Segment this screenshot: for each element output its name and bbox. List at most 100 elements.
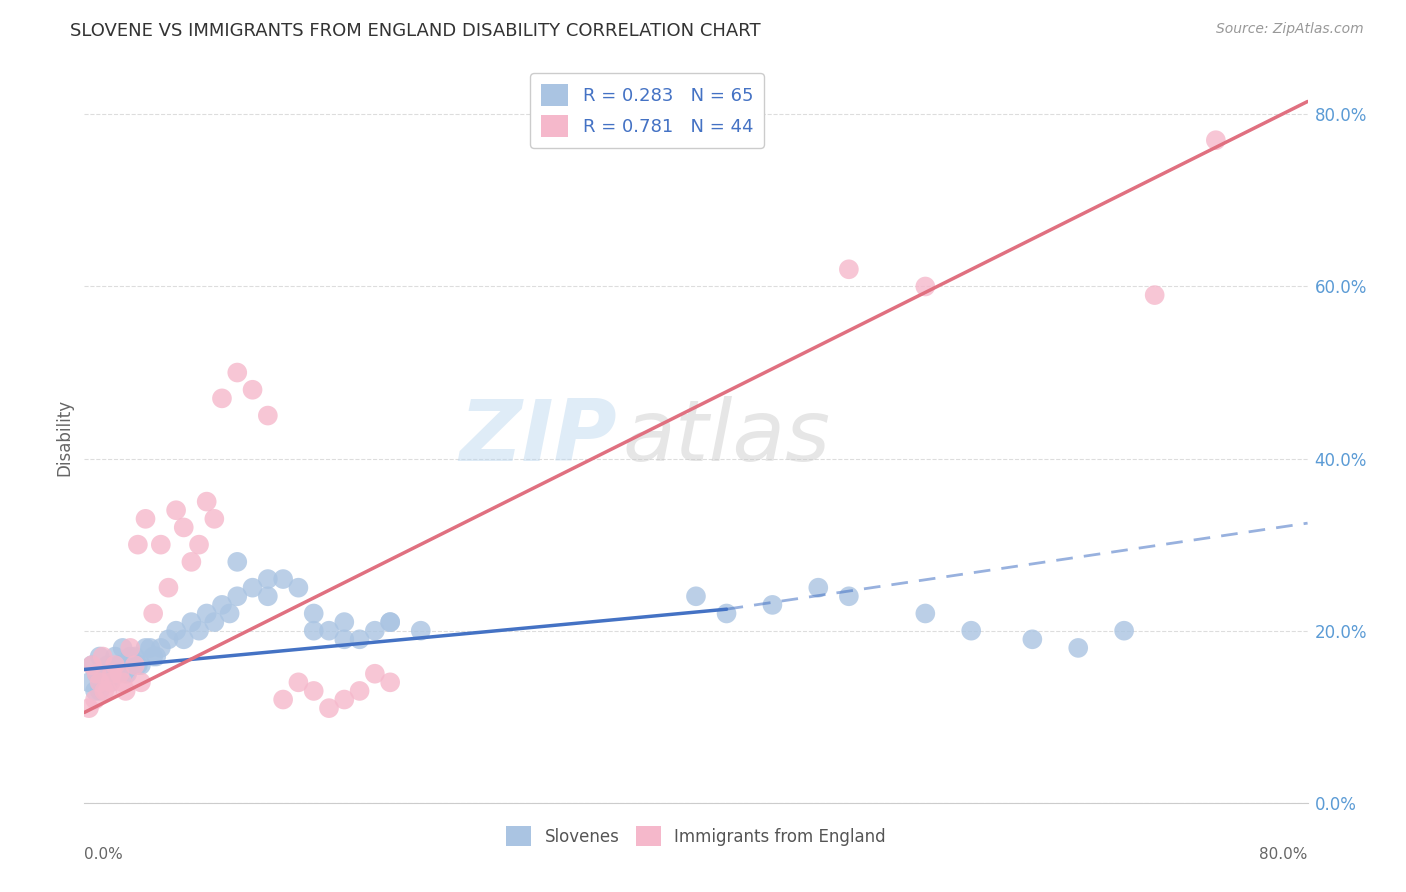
Point	[91, 649, 114, 664]
Point	[98, 675, 121, 690]
Point	[96, 658, 118, 673]
Point	[173, 520, 195, 534]
Point	[242, 581, 264, 595]
Point	[195, 494, 218, 508]
Point	[188, 538, 211, 552]
Point	[135, 640, 157, 655]
Point	[149, 640, 172, 655]
Point	[80, 658, 103, 673]
Point	[93, 666, 115, 681]
Point	[333, 692, 356, 706]
Point	[226, 589, 249, 603]
Point	[271, 572, 294, 586]
Point	[114, 666, 136, 681]
Point	[104, 649, 127, 664]
Point	[349, 684, 371, 698]
Point	[108, 658, 131, 673]
Point	[145, 649, 167, 664]
Point	[333, 615, 356, 629]
Text: 0.0%: 0.0%	[84, 847, 124, 862]
Point	[257, 409, 280, 423]
Point	[115, 666, 138, 681]
Point	[960, 624, 983, 638]
Legend: Slovenes, Immigrants from England: Slovenes, Immigrants from England	[499, 820, 893, 853]
Point	[287, 581, 309, 595]
Point	[1067, 640, 1090, 655]
Point	[129, 658, 152, 673]
Point	[101, 666, 124, 681]
Point	[1205, 133, 1227, 147]
Point	[218, 607, 240, 621]
Point	[195, 607, 218, 621]
Point	[257, 572, 280, 586]
Point	[838, 262, 860, 277]
Point	[93, 684, 115, 698]
Point	[333, 632, 356, 647]
Point	[120, 649, 142, 664]
Point	[165, 503, 187, 517]
Text: atlas: atlas	[623, 395, 831, 479]
Y-axis label: Disability: Disability	[55, 399, 73, 475]
Point	[1143, 288, 1166, 302]
Point	[124, 649, 146, 664]
Point	[89, 684, 111, 698]
Point	[1114, 624, 1136, 638]
Point	[89, 649, 111, 664]
Point	[86, 666, 108, 681]
Point	[211, 392, 233, 406]
Point	[77, 701, 100, 715]
Point	[188, 624, 211, 638]
Point	[139, 640, 162, 655]
Point	[84, 692, 107, 706]
Point	[180, 615, 202, 629]
Point	[165, 624, 187, 638]
Point	[86, 666, 108, 681]
Point	[226, 366, 249, 380]
Point	[380, 615, 402, 629]
Point	[302, 684, 325, 698]
Point	[111, 675, 134, 690]
Point	[914, 607, 936, 621]
Point	[107, 658, 129, 673]
Point	[202, 512, 225, 526]
Point	[127, 538, 149, 552]
Point	[104, 658, 127, 673]
Point	[914, 279, 936, 293]
Point	[120, 640, 142, 655]
Point	[135, 512, 157, 526]
Point	[157, 581, 180, 595]
Point	[157, 632, 180, 647]
Point	[380, 615, 402, 629]
Point	[104, 666, 127, 681]
Point	[242, 383, 264, 397]
Point	[127, 658, 149, 673]
Point	[111, 658, 134, 673]
Point	[149, 538, 172, 552]
Point	[108, 666, 131, 681]
Point	[129, 675, 152, 690]
Point	[111, 640, 134, 655]
Point	[364, 666, 387, 681]
Text: ZIP: ZIP	[458, 395, 616, 479]
Point	[173, 632, 195, 647]
Point	[302, 607, 325, 621]
Point	[838, 589, 860, 603]
Point	[77, 675, 100, 690]
Point	[202, 615, 225, 629]
Point	[318, 701, 340, 715]
Point	[685, 589, 707, 603]
Point	[409, 624, 432, 638]
Point	[226, 555, 249, 569]
Point	[349, 632, 371, 647]
Text: Source: ZipAtlas.com: Source: ZipAtlas.com	[1216, 22, 1364, 37]
Point	[211, 598, 233, 612]
Point	[96, 675, 118, 690]
Point	[80, 658, 103, 673]
Point	[142, 649, 165, 664]
Point	[98, 675, 121, 690]
Point	[807, 581, 830, 595]
Point	[124, 658, 146, 673]
Text: SLOVENE VS IMMIGRANTS FROM ENGLAND DISABILITY CORRELATION CHART: SLOVENE VS IMMIGRANTS FROM ENGLAND DISAB…	[70, 22, 761, 40]
Point	[287, 675, 309, 690]
Point	[761, 598, 783, 612]
